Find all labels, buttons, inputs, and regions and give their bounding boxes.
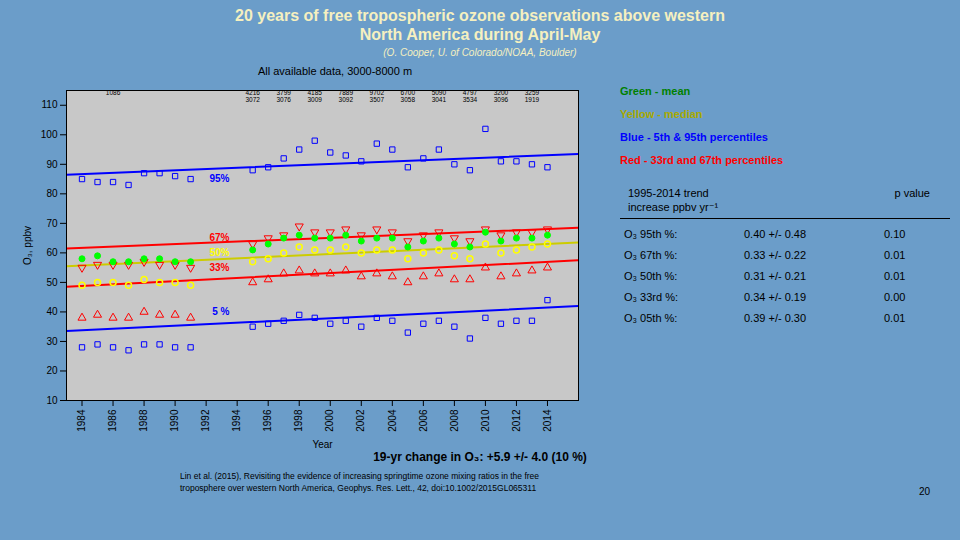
- svg-text:1984: 1984: [76, 409, 87, 432]
- html-text:Lin et al. (2015), Revisiting: Lin et al. (2015), Revisiting the eviden…: [180, 471, 540, 493]
- svg-text:9702: 9702: [370, 89, 385, 96]
- svg-text:100: 100: [41, 129, 58, 140]
- svg-text:70: 70: [46, 218, 58, 229]
- html-text:0.01: 0.01: [884, 249, 906, 261]
- html-text:20: 20: [918, 486, 930, 497]
- svg-text:3092: 3092: [339, 96, 354, 103]
- svg-text:3799: 3799: [276, 89, 291, 96]
- svg-text:1990: 1990: [169, 409, 180, 432]
- html-text:O₃ 67th %:: O₃ 67th %:: [624, 249, 678, 261]
- svg-text:3507: 3507: [370, 96, 385, 103]
- svg-text:2010: 2010: [480, 409, 491, 432]
- svg-text:3200: 3200: [494, 89, 509, 96]
- svg-text:5 %: 5 %: [212, 306, 229, 317]
- html-text:Green - mean: Green - mean: [620, 85, 691, 97]
- html-text:19-yr change in O₃: +5.9 +/- 4: 19-yr change in O₃: +5.9 +/- 4.0 (10 %): [373, 450, 587, 464]
- html-text:North America during April-May: North America during April-May: [359, 26, 601, 43]
- html-text:1995-2014 trend increase ppbv: 1995-2014 trend increase ppbv yr⁻¹: [628, 187, 719, 213]
- html-text:All available data, 3000-8000: All available data, 3000-8000 m: [257, 65, 412, 77]
- svg-text:90: 90: [46, 159, 58, 170]
- html-text:p value: p value: [894, 187, 930, 199]
- svg-text:7889: 7889: [339, 89, 354, 96]
- svg-text:30: 30: [46, 336, 58, 347]
- svg-text:3096: 3096: [494, 96, 509, 103]
- html-text:O₃ 33rd %:: O₃ 33rd %:: [624, 291, 678, 303]
- svg-text:50: 50: [46, 277, 58, 288]
- svg-text:95%: 95%: [209, 173, 229, 184]
- html-text:0.39 +/- 0.30: 0.39 +/- 0.30: [744, 312, 807, 324]
- svg-text:1919: 1919: [525, 96, 540, 103]
- svg-text:2014: 2014: [542, 409, 553, 432]
- svg-text:3009: 3009: [308, 96, 323, 103]
- html-text:0.00: 0.00: [884, 291, 906, 303]
- svg-text:4797: 4797: [463, 89, 478, 96]
- html-text:Red - 33rd and 67th percentile: Red - 33rd and 67th percentiles: [620, 154, 784, 166]
- html-text:0.31 +/- 0.21: 0.31 +/- 0.21: [744, 270, 807, 282]
- svg-text:Year: Year: [312, 439, 333, 450]
- html-text:0.01: 0.01: [884, 312, 906, 324]
- html-text:O₃ 95th %:: O₃ 95th %:: [624, 228, 678, 240]
- svg-text:2008: 2008: [449, 409, 460, 432]
- html-text:0.10: 0.10: [884, 228, 906, 240]
- svg-text:40: 40: [46, 306, 58, 317]
- svg-text:3534: 3534: [463, 96, 478, 103]
- html-text:0.40 +/- 0.48: 0.40 +/- 0.48: [744, 228, 807, 240]
- svg-text:1986: 1986: [107, 409, 118, 432]
- html-text:(O. Cooper, U. of Colorado/NOA: (O. Cooper, U. of Colorado/NOAA, Boulder…: [383, 47, 577, 58]
- svg-text:1086: 1086: [106, 89, 121, 96]
- html-text:0.33 +/- 0.22: 0.33 +/- 0.22: [744, 249, 807, 261]
- svg-text:80: 80: [46, 188, 58, 199]
- svg-text:1994: 1994: [231, 409, 242, 432]
- svg-text:20: 20: [46, 365, 58, 376]
- html-text:Yellow - median: Yellow - median: [620, 108, 703, 120]
- svg-text:1998: 1998: [293, 409, 304, 432]
- html-text:0.34 +/- 0.19: 0.34 +/- 0.19: [744, 291, 807, 303]
- svg-text:4185: 4185: [308, 89, 323, 96]
- svg-text:10: 10: [46, 395, 58, 406]
- svg-text:50%: 50%: [209, 247, 229, 258]
- svg-text:3058: 3058: [401, 96, 416, 103]
- svg-text:67%: 67%: [209, 232, 229, 243]
- svg-text:60: 60: [46, 247, 58, 258]
- svg-text:5090: 5090: [432, 89, 447, 96]
- svg-text:1996: 1996: [262, 409, 273, 432]
- html-text:O₃ 05th %:: O₃ 05th %:: [624, 312, 678, 324]
- html-text:20 years of free tropospheric: 20 years of free tropospheric ozone obse…: [235, 7, 725, 24]
- html-text:O₃ 50th %:: O₃ 50th %:: [624, 270, 678, 282]
- svg-text:3072: 3072: [245, 96, 260, 103]
- html-text:Blue - 5th & 95th percentiles: Blue - 5th & 95th percentiles: [620, 131, 768, 143]
- svg-text:2000: 2000: [324, 409, 335, 432]
- svg-text:3041: 3041: [432, 96, 447, 103]
- svg-text:2004: 2004: [387, 409, 398, 432]
- svg-text:6700: 6700: [401, 89, 416, 96]
- svg-text:2002: 2002: [355, 409, 366, 432]
- html-text:0.01: 0.01: [884, 270, 906, 282]
- svg-text:33%: 33%: [209, 262, 229, 273]
- svg-text:3259: 3259: [525, 89, 540, 96]
- svg-text:3076: 3076: [276, 96, 291, 103]
- svg-text:1988: 1988: [138, 409, 149, 432]
- svg-text:2006: 2006: [418, 409, 429, 432]
- svg-text:O₃, ppbv: O₃, ppbv: [22, 226, 33, 265]
- svg-text:1992: 1992: [200, 409, 211, 432]
- svg-text:2012: 2012: [511, 409, 522, 432]
- svg-text:4216: 4216: [245, 89, 260, 96]
- svg-text:110: 110: [42, 99, 58, 110]
